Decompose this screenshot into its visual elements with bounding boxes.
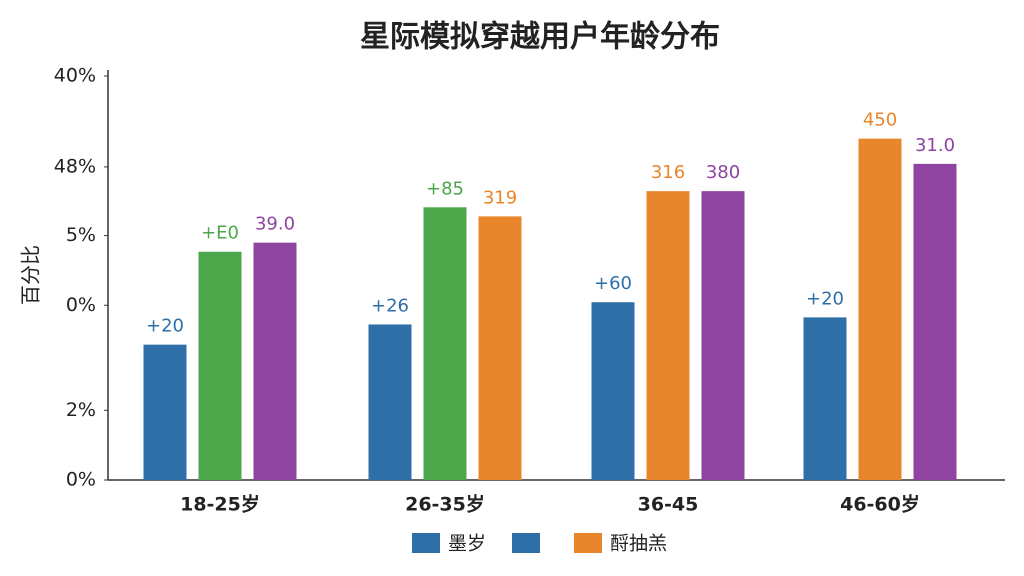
bar: [591, 302, 635, 480]
bar-label: 31.0: [915, 135, 955, 156]
bar-label: 319: [483, 187, 517, 208]
y-tick-label: 0%: [66, 294, 96, 316]
bar: [198, 251, 242, 480]
bar-label: +60: [594, 273, 632, 294]
bar-label: 316: [651, 162, 685, 183]
bar: [803, 317, 847, 480]
legend-swatch: [512, 533, 541, 553]
legend-label: 酹抽羔: [610, 533, 667, 555]
bar-label: 380: [706, 162, 740, 183]
bar: [423, 207, 467, 481]
bar: [143, 344, 187, 480]
x-tick-label: 36-45: [638, 494, 699, 516]
y-axis-label: 百分比: [19, 245, 43, 305]
x-tick-label: 26-35岁: [405, 493, 485, 516]
x-tick-label: 46-60岁: [840, 493, 920, 516]
bar: [253, 242, 297, 480]
bar-label: +20: [146, 316, 184, 337]
legend-swatch: [574, 533, 603, 553]
y-tick-label: 0%: [66, 469, 96, 491]
bar: [701, 191, 745, 480]
x-tick-label: 18-25岁: [180, 493, 260, 516]
chart-title: 星际模拟穿越用户年龄分布: [360, 20, 720, 55]
y-tick-label: 2%: [66, 399, 96, 421]
y-tick-label: 40%: [54, 65, 96, 87]
bar-label: 450: [863, 110, 897, 131]
bar-label: +85: [426, 178, 464, 199]
bar: [858, 138, 902, 480]
bar-label: +26: [371, 295, 409, 316]
bar: [913, 163, 957, 480]
legend-swatch: [412, 533, 440, 553]
bar-label: +20: [806, 288, 844, 309]
bar-label: +E0: [201, 223, 239, 244]
y-tick-label: 5%: [66, 224, 96, 246]
bar-label: 39.0: [255, 214, 295, 235]
y-tick-label: 48%: [54, 155, 96, 177]
bar: [478, 216, 522, 480]
bar: [646, 191, 690, 480]
legend-label: 墨岁: [448, 533, 486, 555]
bar: [368, 324, 412, 480]
